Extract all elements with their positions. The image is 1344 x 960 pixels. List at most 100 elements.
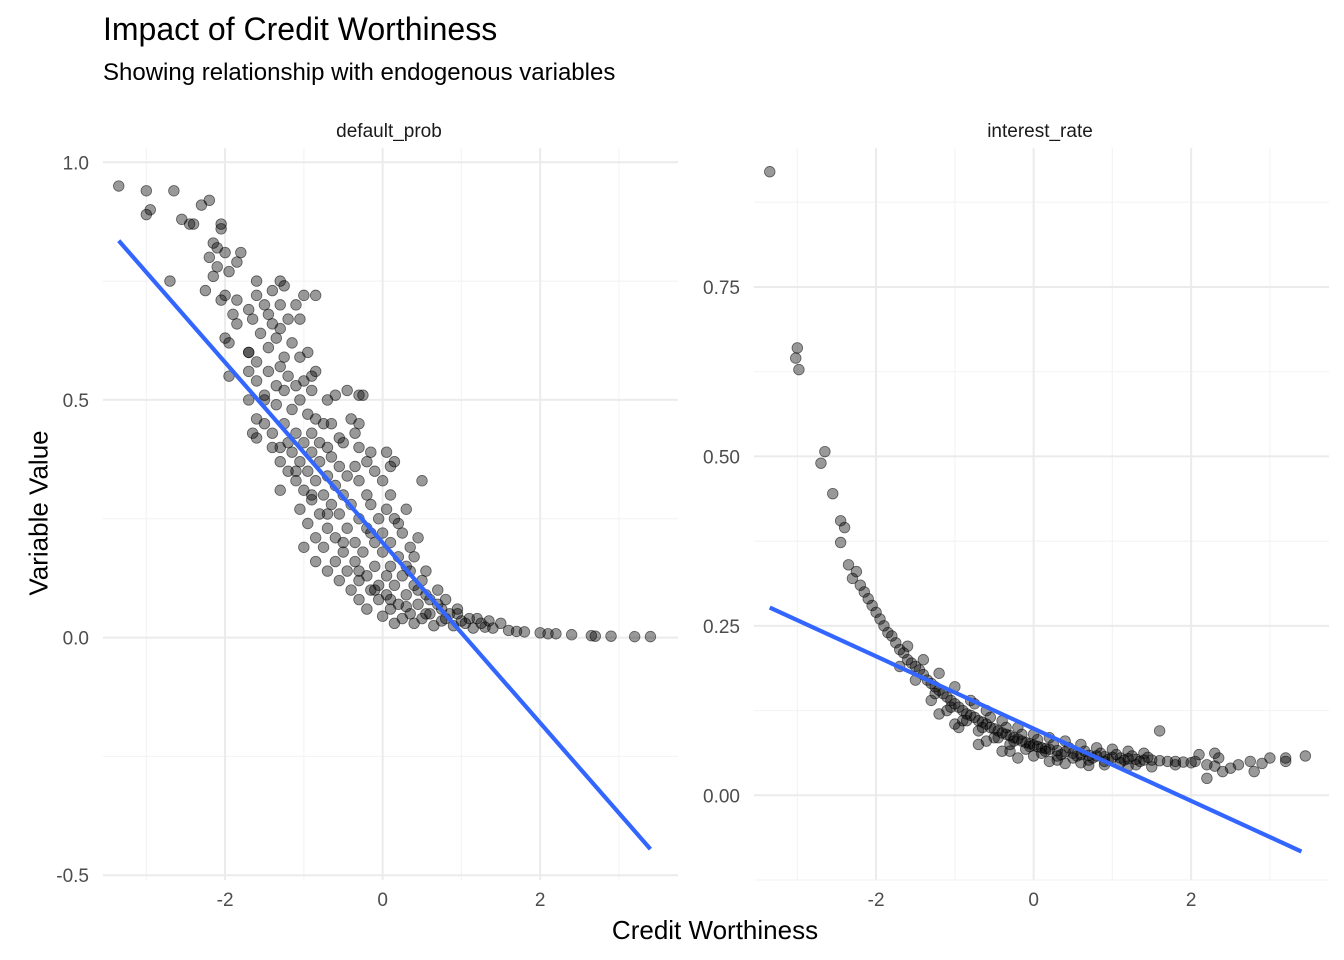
data-point	[897, 647, 910, 659]
data-point	[333, 574, 346, 587]
y-tick-label: 0.25	[703, 617, 740, 638]
data-point	[1201, 772, 1213, 785]
data-point	[1248, 765, 1260, 778]
data-point	[945, 701, 957, 713]
data-point	[250, 275, 263, 287]
data-point	[408, 551, 420, 563]
data-point	[428, 620, 440, 632]
data-point	[1189, 755, 1201, 768]
data-point	[262, 341, 275, 354]
data-point	[321, 565, 334, 577]
data-point	[996, 745, 1008, 757]
y-tick-label: 0.75	[703, 278, 740, 299]
data-point	[353, 475, 365, 487]
data-point	[1193, 748, 1205, 761]
data-point	[984, 711, 997, 724]
data-point	[420, 565, 432, 577]
data-point	[376, 610, 389, 622]
data-point	[471, 612, 483, 625]
data-point	[223, 265, 235, 278]
data-point	[250, 289, 263, 302]
data-point	[309, 289, 322, 302]
data-point	[1059, 757, 1071, 770]
y-tick-label: 0.00	[703, 786, 740, 807]
data-point	[412, 598, 424, 611]
data-point	[384, 560, 397, 572]
data-point	[1043, 755, 1056, 768]
data-point	[317, 417, 330, 430]
data-point	[380, 446, 393, 458]
data-point	[254, 327, 267, 340]
data-point	[791, 342, 804, 354]
data-point	[976, 721, 989, 734]
data-point	[294, 503, 306, 515]
data-point	[388, 456, 401, 468]
data-point	[353, 565, 365, 577]
data-point	[815, 457, 827, 469]
y-tick-label: 0.0	[63, 629, 89, 650]
data-point	[325, 451, 338, 463]
data-point	[1169, 759, 1182, 771]
data-point	[349, 536, 361, 549]
data-point	[282, 465, 294, 477]
data-point	[250, 375, 263, 387]
data-point	[329, 389, 342, 401]
data-point	[834, 536, 847, 549]
data-point	[262, 308, 275, 321]
data-point	[589, 630, 601, 642]
data-point	[992, 731, 1004, 744]
data-point	[933, 708, 945, 720]
data-point	[929, 687, 941, 700]
data-point	[290, 475, 302, 487]
data-point	[302, 465, 314, 477]
data-point	[294, 313, 306, 325]
data-point	[365, 446, 377, 458]
data-point	[183, 218, 196, 230]
data-point	[827, 487, 839, 500]
data-point	[376, 475, 389, 487]
data-point	[215, 218, 227, 230]
data-point	[290, 465, 302, 477]
data-point	[274, 299, 286, 311]
data-point	[349, 555, 361, 568]
data-point	[361, 489, 373, 501]
data-point	[290, 427, 302, 439]
facet-strip-label: interest_rate	[987, 121, 1093, 142]
data-point	[337, 437, 349, 449]
data-point	[834, 515, 847, 527]
regression-line	[117, 239, 653, 851]
data-point	[187, 218, 200, 230]
y-tick-label: -0.5	[56, 866, 89, 887]
data-point	[258, 417, 271, 430]
data-point	[266, 427, 279, 439]
data-point	[1004, 745, 1016, 757]
data-point	[286, 446, 298, 458]
data-point	[353, 417, 365, 430]
data-point	[846, 572, 859, 585]
data-point	[325, 417, 338, 430]
data-point	[223, 337, 235, 349]
data-point	[400, 589, 412, 601]
data-point	[1031, 734, 1044, 746]
chart-title: Impact of Credit Worthiness	[103, 11, 498, 47]
chart-subtitle: Showing relationship with endogenous var…	[103, 59, 616, 86]
data-point	[282, 313, 294, 325]
data-point	[215, 223, 227, 235]
data-point	[388, 617, 401, 630]
data-point	[246, 313, 259, 325]
data-point	[278, 351, 290, 363]
data-point	[1000, 721, 1012, 734]
data-point	[838, 521, 851, 534]
data-point	[262, 365, 275, 378]
data-point	[286, 337, 298, 349]
data-point	[286, 403, 298, 416]
x-tick-label: -2	[217, 890, 234, 911]
data-point	[886, 630, 898, 642]
data-point	[369, 465, 381, 477]
data-point	[1083, 759, 1095, 772]
data-point	[294, 456, 306, 468]
data-point	[290, 299, 302, 311]
data-point	[274, 360, 286, 373]
data-point	[1146, 761, 1158, 773]
data-point	[294, 351, 306, 363]
